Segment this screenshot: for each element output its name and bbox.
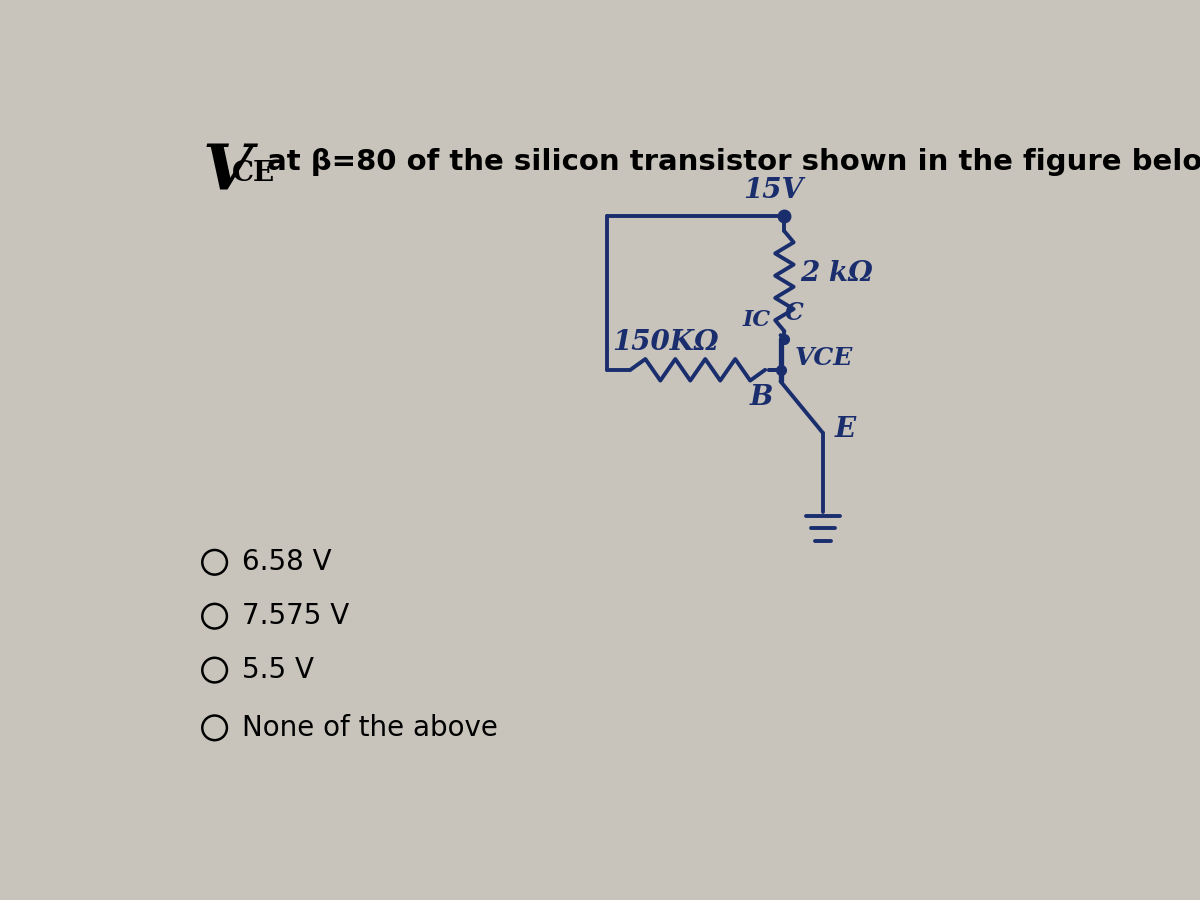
- Text: B: B: [750, 383, 773, 410]
- Text: 15V: 15V: [743, 177, 803, 204]
- Text: V: V: [203, 142, 252, 204]
- Text: None of the above: None of the above: [241, 714, 498, 742]
- Text: E: E: [834, 416, 856, 443]
- Text: 150KΩ: 150KΩ: [612, 328, 719, 356]
- Text: 2 kΩ: 2 kΩ: [800, 260, 872, 287]
- Text: IC: IC: [743, 309, 770, 331]
- Text: C: C: [785, 302, 803, 325]
- Text: 5.5 V: 5.5 V: [241, 656, 313, 684]
- Text: at β=80 of the silicon transistor shown in the figure below is equal to: at β=80 of the silicon transistor shown …: [257, 148, 1200, 176]
- Text: CE: CE: [233, 160, 276, 187]
- Text: 6.58 V: 6.58 V: [241, 548, 331, 576]
- Text: VCE: VCE: [794, 346, 853, 370]
- Text: 7.575 V: 7.575 V: [241, 602, 349, 630]
